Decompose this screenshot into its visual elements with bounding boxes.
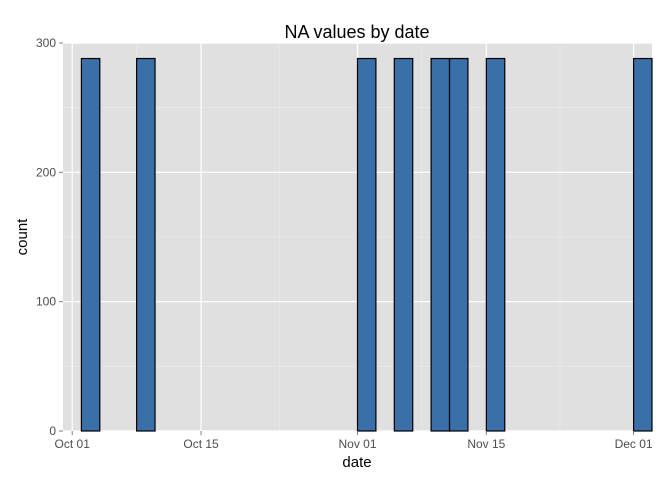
x-axis: Oct 01 Oct 15 Nov 01 Nov 15 Dec 01: [55, 431, 653, 451]
x-tick-label: Oct 15: [183, 437, 219, 451]
histogram-bar: [448, 57, 469, 432]
y-tick-label: 200: [36, 165, 56, 179]
x-tick-label: Oct 01: [55, 437, 91, 451]
histogram-bar: [485, 57, 506, 432]
x-tick-label: Dec 01: [615, 437, 653, 451]
histogram-bar: [632, 57, 653, 432]
y-axis-title: count: [14, 218, 31, 256]
x-tick-label: Nov 15: [467, 437, 505, 451]
histogram-bar: [356, 57, 377, 432]
bars: [80, 57, 653, 432]
x-tick-label: Nov 01: [338, 437, 376, 451]
y-tick-label: 100: [36, 295, 56, 309]
chart-title: NA values by date: [284, 22, 429, 42]
y-axis: 0 100 200 300: [36, 36, 63, 438]
histogram-bar: [80, 57, 101, 432]
y-tick-label: 300: [36, 36, 56, 50]
histogram-bar: [430, 57, 451, 432]
x-axis-title: date: [342, 454, 371, 471]
histogram-bar: [136, 57, 156, 432]
histogram-bar: [393, 57, 414, 432]
y-tick-label: 0: [49, 424, 56, 438]
